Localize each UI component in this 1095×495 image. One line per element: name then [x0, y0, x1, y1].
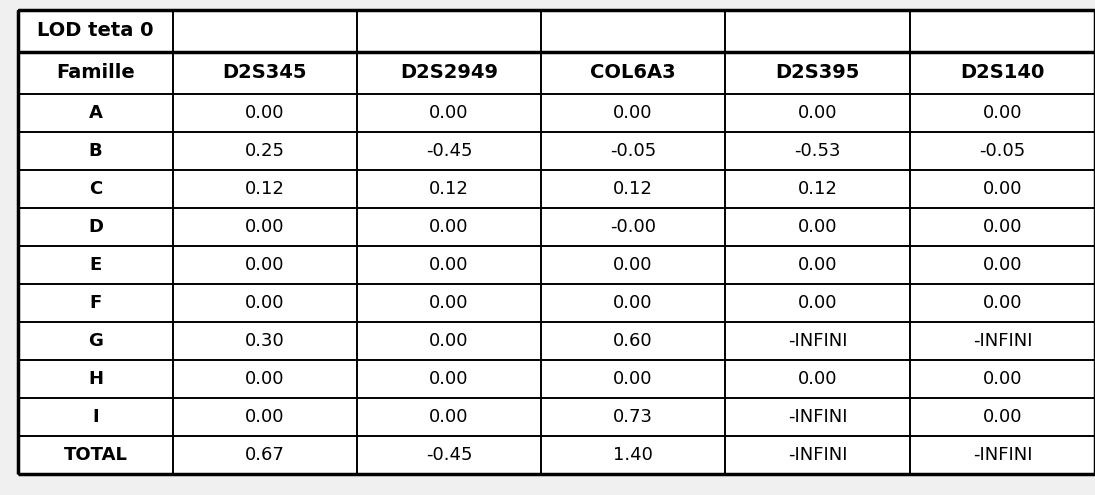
Text: 0.00: 0.00 [429, 332, 469, 350]
Text: C: C [89, 180, 102, 198]
Text: 0.00: 0.00 [245, 294, 285, 312]
Text: 0.00: 0.00 [982, 294, 1023, 312]
Text: 0.00: 0.00 [245, 104, 285, 122]
Text: 0.00: 0.00 [982, 370, 1023, 388]
Text: 0.60: 0.60 [613, 332, 653, 350]
Text: -0.00: -0.00 [610, 218, 656, 236]
Text: -INFINI: -INFINI [972, 446, 1033, 464]
Text: 0.00: 0.00 [798, 104, 838, 122]
Text: -0.53: -0.53 [794, 142, 841, 160]
Text: 0.30: 0.30 [245, 332, 285, 350]
Text: TOTAL: TOTAL [64, 446, 127, 464]
Text: 0.00: 0.00 [245, 256, 285, 274]
Text: 0.00: 0.00 [613, 370, 653, 388]
Text: 0.00: 0.00 [982, 180, 1023, 198]
Text: -0.45: -0.45 [426, 446, 472, 464]
Text: A: A [89, 104, 103, 122]
Text: 0.00: 0.00 [982, 104, 1023, 122]
Text: 0.00: 0.00 [245, 218, 285, 236]
Text: 0.25: 0.25 [245, 142, 285, 160]
Text: 0.00: 0.00 [982, 256, 1023, 274]
Text: F: F [90, 294, 102, 312]
Text: 0.00: 0.00 [982, 408, 1023, 426]
Text: 0.00: 0.00 [798, 256, 838, 274]
Text: D2S345: D2S345 [222, 63, 308, 83]
Text: 0.00: 0.00 [613, 294, 653, 312]
Text: 0.73: 0.73 [613, 408, 653, 426]
Text: 0.12: 0.12 [429, 180, 469, 198]
Text: 0.00: 0.00 [429, 370, 469, 388]
Text: 0.00: 0.00 [982, 218, 1023, 236]
Text: 0.12: 0.12 [797, 180, 838, 198]
Text: D2S2949: D2S2949 [400, 63, 498, 83]
Text: 1.40: 1.40 [613, 446, 653, 464]
Text: 0.12: 0.12 [245, 180, 285, 198]
Text: D: D [88, 218, 103, 236]
Text: LOD teta 0: LOD teta 0 [37, 21, 153, 41]
Text: -0.45: -0.45 [426, 142, 472, 160]
Text: 0.12: 0.12 [613, 180, 653, 198]
Text: -0.05: -0.05 [610, 142, 656, 160]
Text: D2S395: D2S395 [775, 63, 860, 83]
Text: 0.00: 0.00 [798, 370, 838, 388]
Text: 0.00: 0.00 [245, 370, 285, 388]
Text: 0.00: 0.00 [613, 104, 653, 122]
Text: 0.00: 0.00 [245, 408, 285, 426]
Text: 0.00: 0.00 [798, 294, 838, 312]
Text: -INFINI: -INFINI [787, 446, 848, 464]
Text: B: B [89, 142, 102, 160]
Text: 0.00: 0.00 [429, 408, 469, 426]
Text: 0.00: 0.00 [429, 294, 469, 312]
Text: -INFINI: -INFINI [972, 332, 1033, 350]
Text: E: E [90, 256, 102, 274]
Text: 0.00: 0.00 [798, 218, 838, 236]
Text: 0.00: 0.00 [429, 104, 469, 122]
Text: -INFINI: -INFINI [787, 408, 848, 426]
Text: D2S140: D2S140 [960, 63, 1045, 83]
Text: 0.00: 0.00 [429, 218, 469, 236]
Text: G: G [88, 332, 103, 350]
Text: H: H [88, 370, 103, 388]
Text: 0.00: 0.00 [429, 256, 469, 274]
Text: -0.05: -0.05 [979, 142, 1026, 160]
Text: 0.67: 0.67 [245, 446, 285, 464]
Text: Famille: Famille [56, 63, 135, 83]
Text: I: I [92, 408, 99, 426]
Text: -INFINI: -INFINI [787, 332, 848, 350]
Text: COL6A3: COL6A3 [590, 63, 676, 83]
Text: 0.00: 0.00 [613, 256, 653, 274]
